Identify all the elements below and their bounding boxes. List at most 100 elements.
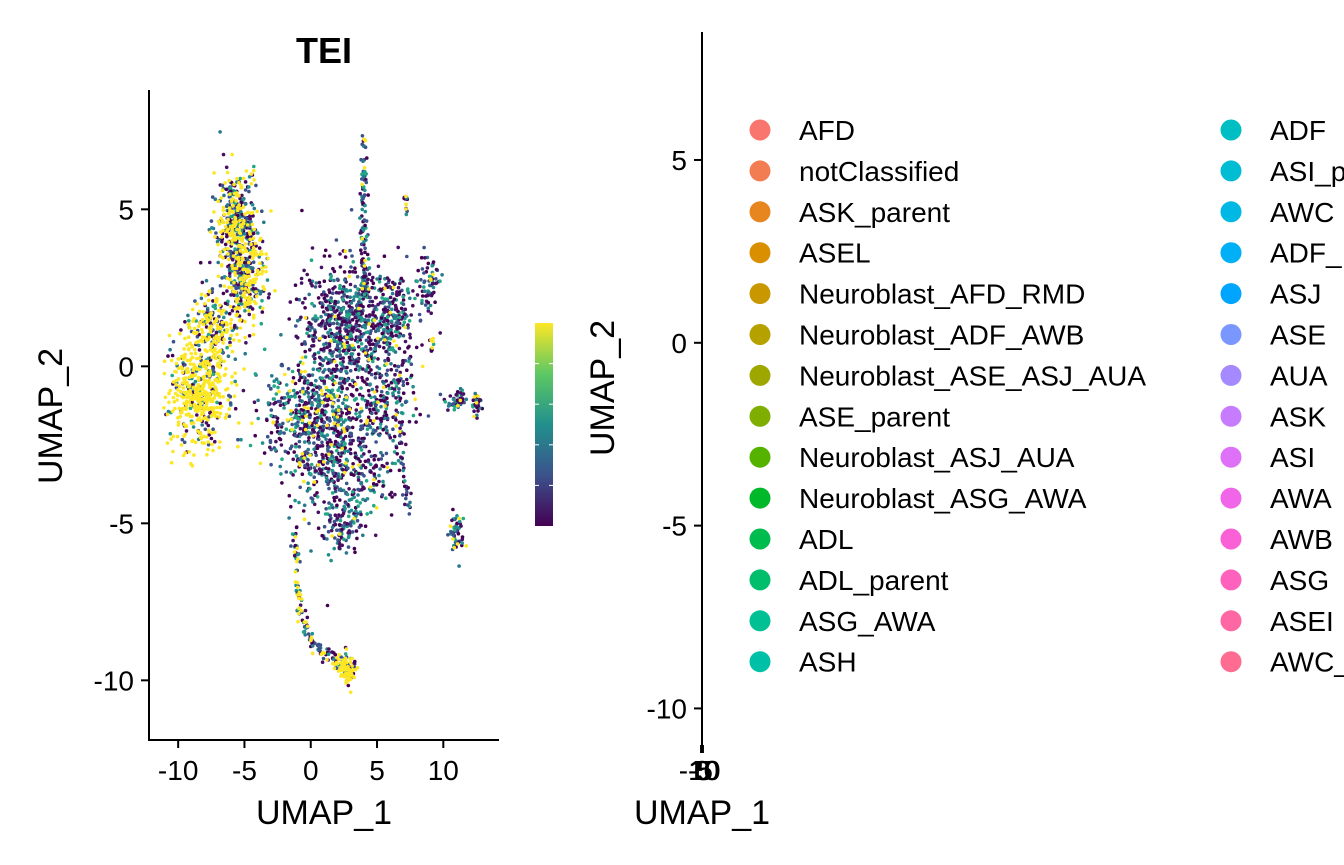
scatter-point: [364, 345, 368, 349]
scatter-point: [307, 441, 312, 445]
scatter-point: [242, 260, 247, 265]
legend-label: AWA: [1270, 483, 1332, 514]
scatter-point: [324, 466, 328, 471]
scatter-point: [390, 461, 395, 466]
scatter-point: [222, 193, 226, 198]
scatter-point: [360, 182, 365, 187]
scatter-point: [365, 432, 369, 437]
scatter-point: [405, 254, 409, 259]
scatter-point: [378, 375, 382, 380]
scatter-point: [307, 521, 311, 526]
scatter-point: [360, 426, 365, 431]
scatter-point: [303, 355, 308, 359]
scatter-point: [348, 320, 352, 325]
scatter-point: [260, 266, 265, 270]
legend-item: AFD: [749, 115, 855, 146]
scatter-point: [184, 367, 189, 372]
scatter-point: [362, 452, 366, 456]
scatter-point: [422, 285, 426, 289]
scatter-point: [183, 363, 187, 367]
scatter-point: [413, 296, 417, 301]
scatter-point: [170, 353, 175, 358]
legend-label: ASJ: [1270, 279, 1321, 310]
scatter-point: [308, 415, 312, 420]
scatter-point: [368, 342, 372, 347]
scatter-point: [357, 414, 362, 419]
scatter-point: [212, 171, 216, 175]
legend-label: AFD: [799, 115, 855, 146]
scatter-point: [402, 484, 407, 489]
scatter-point: [320, 301, 324, 306]
scatter-point: [374, 464, 379, 469]
scatter-point: [305, 272, 310, 277]
scatter-point: [474, 401, 479, 405]
scatter-point: [331, 374, 336, 379]
scatter-point: [207, 407, 211, 412]
scatter-point: [253, 280, 257, 285]
scatter-point: [305, 331, 309, 336]
scatter-point: [401, 383, 406, 388]
scatter-point: [306, 447, 311, 452]
scatter-point: [454, 393, 459, 397]
scatter-point: [403, 312, 407, 317]
scatter-point: [381, 427, 386, 432]
scatter-point: [343, 434, 348, 439]
scatter-point: [333, 314, 337, 319]
scatter-point: [245, 216, 249, 221]
scatter-point: [392, 387, 397, 391]
scatter-point: [355, 319, 359, 324]
scatter-point: [383, 286, 387, 291]
scatter-point: [308, 348, 312, 352]
scatter-point: [273, 400, 278, 405]
scatter-point: [213, 299, 218, 303]
scatter-point: [253, 273, 258, 277]
legend-swatch: [749, 201, 771, 223]
scatter-point: [303, 316, 308, 320]
scatter-point: [354, 509, 358, 513]
scatter-point: [320, 660, 325, 664]
legend-label: Neuroblast_ASG_AWA: [799, 483, 1087, 514]
scatter-point: [310, 246, 315, 250]
scatter-point: [354, 324, 359, 328]
scatter-point: [376, 400, 380, 405]
scatter-point: [234, 250, 239, 255]
scatter-point: [316, 431, 320, 436]
scatter-point: [247, 260, 251, 265]
scatter-point: [221, 205, 226, 210]
scatter-point: [335, 528, 339, 532]
scatter-point: [370, 285, 375, 290]
scatter-point: [312, 304, 317, 308]
scatter-point: [199, 418, 203, 423]
scatter-point: [374, 411, 378, 415]
scatter-point: [225, 203, 230, 207]
scatter-point: [243, 180, 248, 184]
scatter-point: [385, 325, 390, 330]
scatter-point: [393, 350, 398, 354]
scatter-point: [337, 532, 342, 536]
scatter-point: [208, 383, 213, 387]
scatter-point: [363, 323, 368, 327]
scatter-point: [249, 172, 254, 176]
scatter-point: [394, 418, 398, 422]
scatter-point: [446, 533, 450, 537]
scatter-point: [249, 251, 253, 256]
scatter-point: [226, 247, 230, 251]
scatter-point: [406, 323, 410, 327]
scatter-point: [356, 457, 361, 461]
scatter-point: [169, 460, 174, 465]
scatter-point: [315, 416, 320, 420]
scatter-point: [247, 185, 251, 189]
scatter-point: [292, 388, 296, 393]
scatter-point: [429, 338, 433, 343]
scatter-point: [252, 313, 256, 318]
scatter-point: [380, 463, 385, 468]
scatter-point: [303, 450, 308, 455]
scatter-point: [359, 523, 363, 528]
scatter-point: [354, 293, 358, 298]
scatter-point: [367, 272, 372, 277]
scatter-point: [382, 346, 386, 350]
scatter-point: [253, 433, 257, 438]
scatter-point: [331, 287, 335, 291]
scatter-point: [355, 328, 359, 333]
scatter-point: [378, 287, 383, 292]
